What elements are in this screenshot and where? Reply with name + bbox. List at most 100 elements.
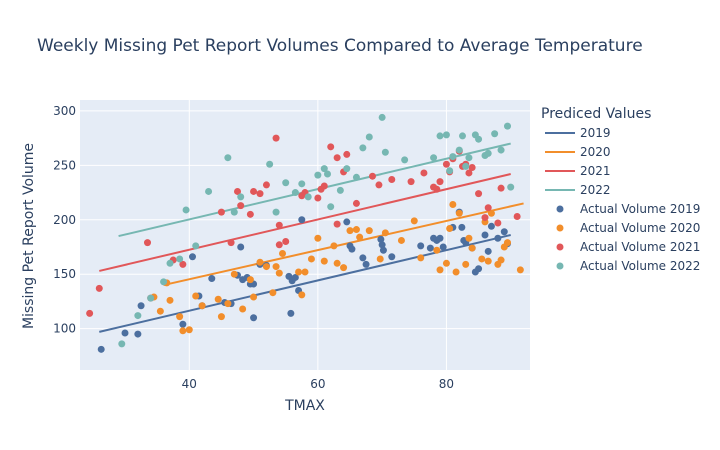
point-actual-volume-2022 bbox=[449, 153, 457, 161]
point-actual-volume-2020 bbox=[452, 268, 460, 276]
point-actual-volume-2021 bbox=[497, 184, 505, 192]
point-actual-volume-2022 bbox=[401, 156, 409, 164]
point-actual-volume-2022 bbox=[455, 146, 463, 154]
point-actual-volume-2022 bbox=[205, 187, 213, 195]
point-actual-volume-2020 bbox=[376, 255, 384, 263]
point-actual-volume-2022 bbox=[352, 173, 360, 181]
y-tick-label: 100 bbox=[53, 322, 76, 336]
point-actual-volume-2022 bbox=[336, 186, 344, 194]
point-actual-volume-2019 bbox=[179, 320, 187, 328]
point-actual-volume-2021 bbox=[481, 214, 489, 222]
point-actual-volume-2020 bbox=[365, 227, 373, 235]
legend-item-actual-volume-2020[interactable]: Actual Volume 2020 bbox=[556, 221, 701, 235]
point-actual-volume-2020 bbox=[250, 293, 258, 301]
point-actual-volume-2022 bbox=[462, 162, 470, 170]
point-actual-volume-2022 bbox=[436, 132, 444, 140]
point-actual-volume-2022 bbox=[176, 255, 184, 263]
chart-title: Weekly Missing Pet Report Volumes Compar… bbox=[37, 36, 643, 56]
legend-label: 2021 bbox=[580, 164, 611, 178]
point-actual-volume-2021 bbox=[282, 238, 290, 246]
point-actual-volume-2022 bbox=[504, 122, 511, 130]
point-actual-volume-2020 bbox=[346, 227, 354, 235]
x-tick-label: 60 bbox=[310, 377, 325, 391]
point-actual-volume-2020 bbox=[433, 246, 441, 254]
point-actual-volume-2020 bbox=[436, 266, 444, 274]
point-actual-volume-2020 bbox=[381, 229, 389, 237]
point-actual-volume-2020 bbox=[410, 217, 418, 225]
point-actual-volume-2022 bbox=[465, 154, 473, 162]
point-actual-volume-2019 bbox=[134, 330, 142, 338]
legend-item-actual-volume-2021[interactable]: Actual Volume 2021 bbox=[556, 240, 701, 254]
legend-item-actual-volume-2019[interactable]: Actual Volume 2019 bbox=[556, 202, 701, 216]
point-actual-volume-2020 bbox=[504, 239, 511, 247]
point-actual-volume-2020 bbox=[295, 268, 303, 276]
point-actual-volume-2022 bbox=[160, 278, 168, 286]
point-actual-volume-2020 bbox=[333, 259, 341, 267]
point-actual-volume-2022 bbox=[491, 130, 499, 138]
point-actual-volume-2022 bbox=[381, 148, 389, 156]
point-actual-volume-2019 bbox=[388, 253, 396, 261]
point-actual-volume-2019 bbox=[458, 223, 466, 231]
legend-label: Actual Volume 2021 bbox=[580, 240, 700, 254]
point-actual-volume-2019 bbox=[348, 245, 356, 253]
point-actual-volume-2022 bbox=[442, 131, 450, 139]
point-actual-volume-2021 bbox=[388, 175, 396, 183]
legend-item-2021[interactable]: 2021 bbox=[545, 164, 611, 178]
point-actual-volume-2020 bbox=[230, 270, 238, 278]
point-actual-volume-2022 bbox=[182, 206, 190, 214]
point-actual-volume-2021 bbox=[420, 169, 428, 177]
point-actual-volume-2021 bbox=[320, 182, 328, 190]
point-actual-volume-2019 bbox=[359, 254, 367, 262]
point-actual-volume-2022 bbox=[282, 179, 290, 187]
point-actual-volume-2020 bbox=[185, 326, 193, 334]
point-actual-volume-2019 bbox=[137, 302, 145, 310]
legend-item-2020[interactable]: 2020 bbox=[545, 145, 611, 159]
point-actual-volume-2021 bbox=[333, 220, 341, 228]
legend[interactable]: 2019 2020 2021 2022 Actual Volume 2019 Actual… bbox=[545, 126, 700, 273]
legend-item-2019[interactable]: 2019 bbox=[545, 126, 611, 140]
point-actual-volume-2021 bbox=[343, 150, 351, 158]
point-actual-volume-2021 bbox=[475, 190, 483, 198]
point-actual-volume-2022 bbox=[378, 113, 386, 121]
point-actual-volume-2019 bbox=[208, 275, 216, 283]
point-actual-volume-2020 bbox=[516, 266, 524, 274]
point-actual-volume-2019 bbox=[484, 247, 492, 255]
legend-label: Actual Volume 2020 bbox=[580, 221, 700, 235]
point-actual-volume-2019 bbox=[417, 242, 425, 250]
point-actual-volume-2022 bbox=[497, 146, 505, 154]
point-actual-volume-2021 bbox=[352, 199, 360, 207]
point-actual-volume-2020 bbox=[256, 258, 264, 266]
point-actual-volume-2022 bbox=[224, 154, 232, 162]
point-actual-volume-2020 bbox=[314, 234, 322, 242]
legend-item-actual-volume-2022[interactable]: Actual Volume 2022 bbox=[556, 259, 701, 273]
point-actual-volume-2022 bbox=[230, 208, 238, 216]
point-actual-volume-2022 bbox=[327, 203, 335, 211]
legend-item-2022[interactable]: 2022 bbox=[545, 183, 611, 197]
point-actual-volume-2020 bbox=[462, 260, 470, 268]
point-actual-volume-2022 bbox=[298, 180, 306, 188]
scatter-points bbox=[86, 113, 524, 353]
point-actual-volume-2019 bbox=[377, 235, 385, 243]
point-actual-volume-2020 bbox=[468, 244, 476, 252]
point-actual-volume-2020 bbox=[262, 263, 270, 271]
point-actual-volume-2020 bbox=[320, 257, 328, 265]
point-actual-volume-2019 bbox=[481, 231, 489, 239]
point-actual-volume-2019 bbox=[378, 241, 386, 249]
point-actual-volume-2020 bbox=[198, 302, 206, 310]
point-actual-volume-2022 bbox=[118, 340, 126, 348]
point-actual-volume-2021 bbox=[436, 178, 444, 186]
point-actual-volume-2020 bbox=[269, 289, 277, 297]
point-actual-volume-2022 bbox=[446, 167, 454, 175]
point-actual-volume-2021 bbox=[327, 143, 335, 151]
point-actual-volume-2022 bbox=[365, 133, 373, 141]
point-actual-volume-2020 bbox=[356, 233, 364, 241]
point-actual-volume-2021 bbox=[333, 154, 341, 162]
trend-line-2021 bbox=[99, 173, 511, 272]
point-actual-volume-2020 bbox=[224, 300, 232, 308]
point-actual-volume-2020 bbox=[455, 209, 463, 217]
point-actual-volume-2021 bbox=[272, 134, 280, 142]
x-tick-label: 80 bbox=[439, 377, 454, 391]
legend-marker-swatch bbox=[556, 205, 564, 213]
point-actual-volume-2022 bbox=[343, 165, 351, 173]
point-actual-volume-2022 bbox=[266, 160, 274, 168]
